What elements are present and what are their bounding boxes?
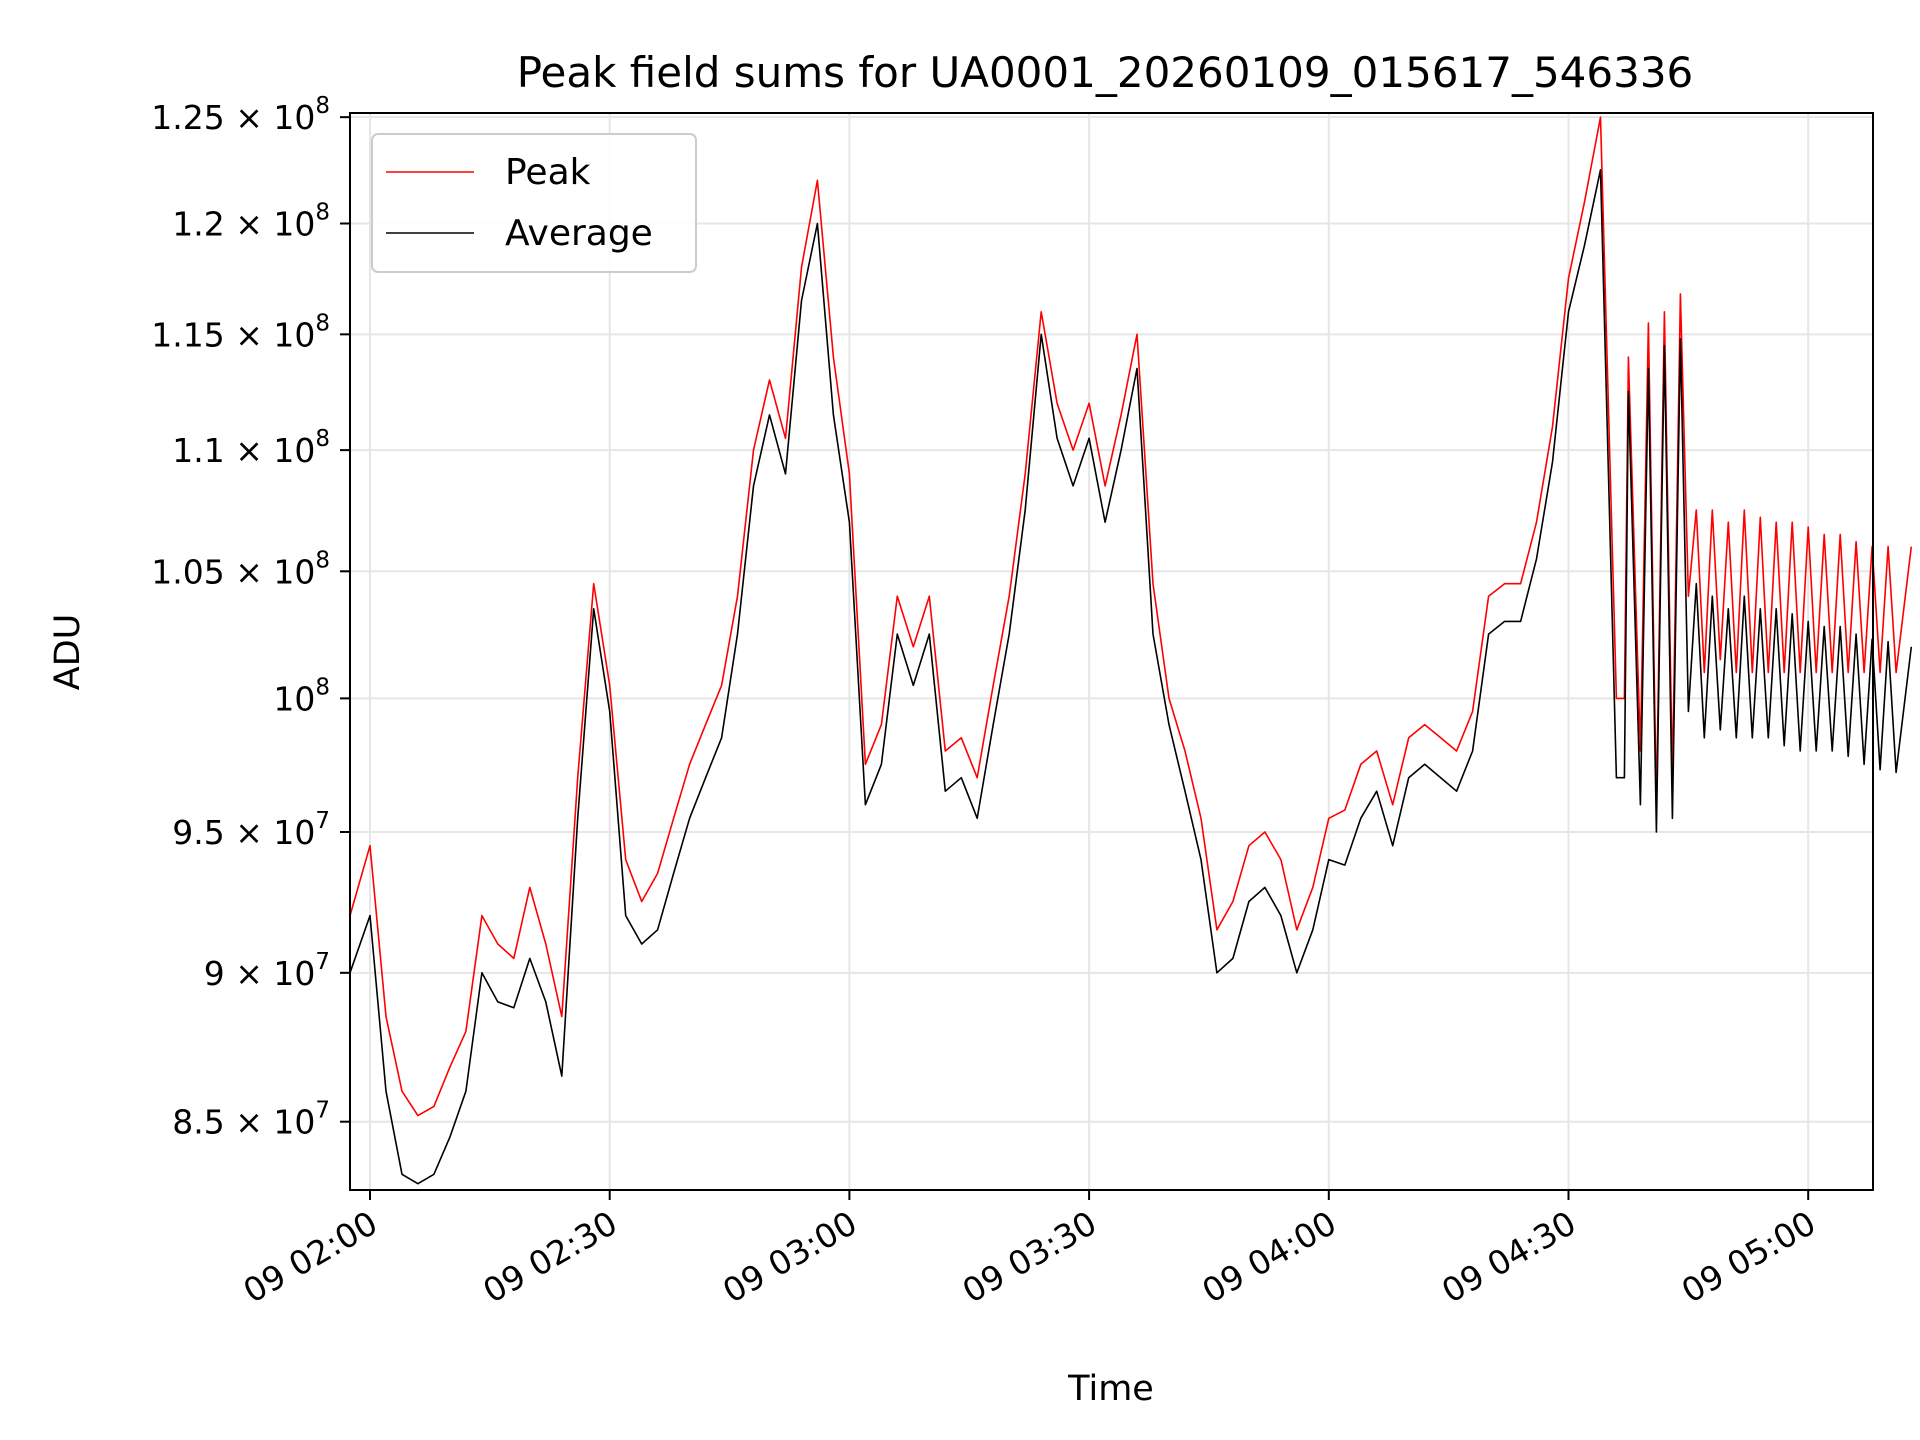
- plot-area-frame: [349, 112, 1874, 1191]
- legend-box: [371, 133, 697, 273]
- legend-label-average: Average: [505, 213, 653, 254]
- y-axis-label: ADU: [48, 614, 88, 691]
- y-tick-label: 8.5 × 107: [172, 1098, 330, 1142]
- plot-series: [349, 116, 1913, 1185]
- y-tick-label: 1.15 × 108: [151, 310, 330, 354]
- y-tick-label: 1.25 × 108: [151, 93, 330, 137]
- legend: Peak Average: [371, 133, 697, 273]
- y-tick-label: 1.2 × 108: [172, 199, 330, 243]
- series-line-average: [349, 169, 1913, 1185]
- legend-label-peak: Peak: [505, 152, 591, 193]
- chart-title: Peak field sums for UA0001_20260109_0156…: [517, 48, 1694, 97]
- series-line-peak: [349, 116, 1913, 1117]
- y-tick-label: 1.1 × 108: [172, 426, 330, 470]
- y-tick-label: 9 × 107: [204, 949, 330, 993]
- x-axis-label: Time: [1067, 1369, 1154, 1409]
- y-tick-label: 1.05 × 108: [151, 547, 330, 591]
- y-tick-label: 9.5 × 107: [172, 808, 330, 852]
